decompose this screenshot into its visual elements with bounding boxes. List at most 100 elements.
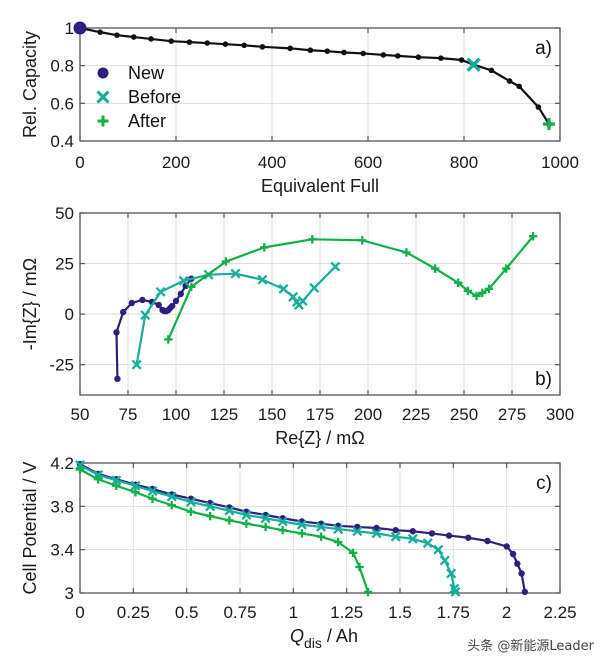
x-tick-label: 2 — [502, 603, 511, 622]
x-tick-label: 600 — [354, 153, 382, 172]
data-point — [186, 39, 193, 45]
x-tick-label: 250 — [450, 405, 478, 424]
data-point — [392, 526, 399, 534]
data-point — [465, 534, 472, 541]
data-point — [241, 509, 252, 521]
data-point — [333, 524, 344, 535]
data-point — [259, 44, 266, 50]
x-tick-label: 175 — [306, 405, 334, 424]
data-point — [185, 496, 196, 508]
data-point — [439, 555, 450, 566]
data-point — [407, 533, 418, 544]
data-point — [316, 532, 326, 541]
data-point — [114, 375, 121, 383]
data-point — [371, 528, 382, 539]
panel-label: c) — [536, 473, 552, 494]
data-point — [503, 543, 510, 550]
data-point — [205, 511, 215, 521]
data-point — [221, 257, 231, 266]
data-point — [428, 530, 436, 537]
data-point — [164, 335, 173, 344]
data-point — [438, 55, 444, 61]
data-point — [478, 288, 487, 298]
data-point — [261, 522, 270, 532]
data-point — [521, 588, 528, 596]
x-tick-label: 2.25 — [543, 603, 576, 622]
data-point — [454, 278, 463, 287]
x-tick-label: 800 — [450, 153, 478, 172]
data-point — [278, 283, 289, 294]
data-point — [147, 486, 158, 497]
data-point — [308, 235, 317, 244]
data-point — [352, 526, 363, 537]
y-tick-label: 50 — [55, 204, 74, 223]
plot-area — [80, 28, 560, 141]
y-tick-label: 0.6 — [50, 94, 74, 113]
series-line — [79, 463, 526, 593]
x-tick-label: 150 — [258, 405, 286, 424]
y-axis-label: Rel. Capacity — [20, 31, 40, 138]
data-point — [74, 460, 86, 471]
data-point — [516, 83, 522, 90]
data-point — [287, 45, 294, 52]
data-point — [348, 548, 358, 558]
x-tick-label: 0.25 — [117, 603, 150, 622]
x-tick-label: 200 — [354, 405, 382, 424]
data-point — [297, 295, 308, 306]
data-point — [130, 480, 141, 491]
x-tick-label: 1000 — [541, 153, 579, 172]
legend-label: New — [128, 63, 165, 83]
data-point — [140, 310, 151, 321]
panel-label: b) — [535, 369, 552, 390]
data-point — [409, 528, 416, 535]
x-tick-label: 300 — [546, 405, 574, 424]
data-point — [148, 494, 157, 503]
data-point — [131, 488, 140, 497]
data-point — [112, 481, 121, 490]
y-tick-label: 4.2 — [50, 454, 74, 473]
data-point — [155, 301, 162, 309]
data-point — [204, 40, 210, 46]
data-point — [113, 329, 120, 336]
data-point — [415, 54, 422, 60]
data-point — [131, 359, 142, 370]
data-point — [373, 524, 380, 532]
data-point — [324, 48, 331, 54]
data-point — [518, 570, 525, 577]
data-point — [224, 505, 235, 516]
data-point — [307, 47, 314, 54]
panel-b: 50 75 100 125 150 175 200 225 250 275 300 -25 0 25 50 R… — [20, 204, 574, 448]
data-point — [341, 49, 347, 56]
data-point — [360, 50, 367, 57]
data-point — [458, 57, 465, 63]
data-point — [502, 264, 511, 273]
data-point — [296, 519, 307, 530]
x-tick-label: 275 — [498, 405, 526, 424]
data-point — [114, 32, 120, 38]
data-point — [120, 308, 127, 316]
data-point — [316, 521, 327, 532]
series-after — [164, 232, 538, 344]
y-tick-label: 3.8 — [50, 497, 74, 516]
data-point — [278, 525, 287, 535]
data-point — [178, 275, 189, 286]
watermark: 头条 @新能源Leader — [467, 639, 594, 654]
x-axis-label: Re{Z} / mΩ — [275, 428, 364, 448]
data-point — [450, 586, 461, 597]
data-point — [394, 53, 401, 59]
x-tick-label: 100 — [162, 405, 190, 424]
x-tick-label: 0.5 — [175, 603, 199, 622]
x-tick-label: 50 — [71, 405, 90, 424]
data-point — [97, 29, 103, 35]
data-point — [514, 560, 521, 567]
legend-label: Before — [128, 87, 181, 107]
series-capacity-fade — [77, 25, 552, 127]
legend-marker — [96, 90, 110, 104]
x-tick-label: 1.75 — [437, 603, 470, 622]
series-new — [113, 275, 195, 383]
data-point — [363, 587, 373, 597]
data-point — [128, 299, 136, 307]
data-point — [446, 568, 457, 579]
data-point — [506, 78, 513, 84]
x-tick-label: 1.25 — [330, 603, 363, 622]
